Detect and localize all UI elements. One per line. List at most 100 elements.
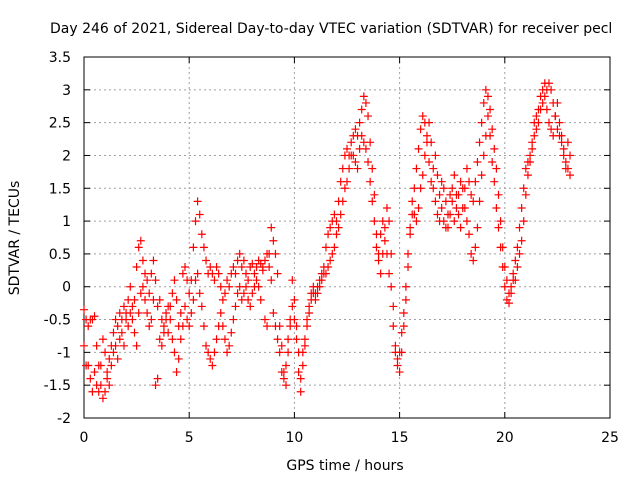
data-point — [124, 322, 133, 331]
data-point — [229, 315, 238, 324]
data-point — [370, 217, 379, 226]
data-point — [549, 131, 558, 140]
data-point — [412, 217, 421, 226]
data-point — [561, 164, 570, 173]
y-tick-label: 3.5 — [49, 50, 71, 66]
data-point — [147, 269, 156, 278]
y-tick-label: -2 — [57, 411, 71, 427]
data-point — [523, 171, 532, 180]
data-point — [448, 184, 457, 193]
data-point — [172, 368, 181, 377]
data-point — [368, 164, 377, 173]
data-point — [467, 249, 476, 258]
data-point — [547, 125, 556, 134]
data-point — [343, 144, 351, 153]
data-point — [231, 269, 240, 278]
data-point — [197, 230, 206, 239]
data-points — [80, 79, 575, 403]
data-point — [370, 190, 379, 199]
data-point — [467, 190, 476, 199]
data-point — [364, 158, 373, 167]
data-point — [195, 289, 204, 298]
data-point — [103, 374, 112, 383]
data-point — [483, 112, 492, 121]
data-point — [284, 348, 293, 357]
data-point — [80, 341, 88, 350]
data-point — [513, 243, 522, 252]
data-point — [555, 118, 564, 127]
data-point — [366, 177, 375, 186]
data-point — [334, 223, 343, 232]
data-point — [296, 374, 305, 383]
y-tick-label: 1 — [62, 214, 71, 230]
data-point — [515, 249, 524, 258]
data-point — [183, 315, 192, 324]
data-point — [446, 210, 455, 219]
data-point — [109, 328, 118, 337]
data-point — [271, 249, 280, 258]
data-point — [505, 299, 514, 308]
data-point — [448, 197, 457, 206]
data-point — [443, 223, 452, 232]
data-point — [345, 164, 354, 173]
plot-frame — [83, 56, 611, 419]
data-point — [427, 138, 436, 147]
data-point — [199, 243, 208, 252]
data-point — [231, 302, 240, 311]
data-point — [321, 243, 330, 252]
x-tick-label: 25 — [601, 430, 619, 446]
data-point — [321, 269, 330, 278]
data-point — [193, 197, 202, 206]
data-point — [126, 282, 135, 291]
data-point — [166, 315, 175, 324]
data-point — [229, 263, 238, 272]
data-point — [475, 138, 484, 147]
data-point — [218, 322, 227, 331]
y-tick-label: 3 — [62, 83, 71, 99]
data-point — [189, 295, 198, 304]
data-point — [143, 308, 152, 317]
data-point — [263, 322, 272, 331]
data-point — [378, 217, 387, 226]
data-point — [260, 315, 269, 324]
data-point — [471, 177, 480, 186]
data-point — [149, 295, 158, 304]
data-point — [124, 295, 133, 304]
data-point — [465, 230, 474, 239]
data-point — [376, 269, 385, 278]
data-point — [307, 295, 316, 304]
data-point — [479, 98, 488, 107]
data-point — [404, 263, 413, 272]
y-tick-label: 0.5 — [49, 247, 71, 263]
data-point — [315, 282, 324, 291]
data-point — [355, 118, 364, 127]
data-point — [292, 335, 301, 344]
data-point — [382, 249, 391, 258]
data-point — [425, 118, 434, 127]
data-point — [298, 361, 307, 370]
data-point — [214, 269, 223, 278]
data-point — [170, 348, 179, 357]
data-point — [277, 341, 286, 350]
data-point — [145, 289, 154, 298]
data-point — [242, 269, 251, 278]
data-point — [244, 276, 253, 285]
data-point — [532, 112, 541, 121]
data-point — [239, 289, 248, 298]
data-point — [416, 184, 425, 193]
data-point — [109, 348, 118, 357]
y-tick-label: -1.5 — [44, 378, 71, 394]
data-point — [113, 354, 122, 363]
data-point — [119, 341, 128, 350]
data-point — [273, 335, 282, 344]
data-point — [235, 249, 244, 258]
data-point — [532, 125, 541, 134]
data-point — [462, 217, 471, 226]
data-point — [359, 92, 368, 101]
data-point — [271, 322, 280, 331]
data-point — [521, 190, 530, 199]
data-point — [80, 305, 88, 314]
data-point — [511, 256, 520, 265]
